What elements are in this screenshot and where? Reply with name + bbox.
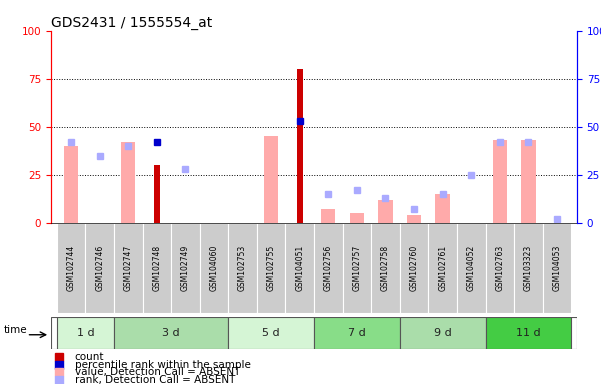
Text: GSM102747: GSM102747 <box>124 245 133 291</box>
Text: time: time <box>4 325 28 335</box>
Bar <box>321 209 335 223</box>
Text: GSM104060: GSM104060 <box>210 245 219 291</box>
Bar <box>228 317 314 349</box>
Text: 7 d: 7 d <box>348 328 366 338</box>
Bar <box>114 317 228 349</box>
Bar <box>407 215 421 223</box>
Bar <box>429 223 457 313</box>
Text: value, Detection Call = ABSENT: value, Detection Call = ABSENT <box>75 367 240 377</box>
Bar <box>493 140 507 223</box>
Text: GSM102753: GSM102753 <box>238 245 247 291</box>
Bar <box>350 213 364 223</box>
Text: GSM103323: GSM103323 <box>524 245 533 291</box>
Text: GSM102746: GSM102746 <box>95 245 104 291</box>
Text: GSM102763: GSM102763 <box>495 245 504 291</box>
Bar <box>514 223 543 313</box>
Bar <box>343 223 371 313</box>
Bar <box>378 200 392 223</box>
Bar <box>121 142 135 223</box>
Bar <box>57 223 85 313</box>
Text: GSM104052: GSM104052 <box>467 245 476 291</box>
Text: GSM102761: GSM102761 <box>438 245 447 291</box>
Text: 1 d: 1 d <box>76 328 94 338</box>
Text: GSM104053: GSM104053 <box>552 245 561 291</box>
Bar <box>57 317 114 349</box>
Bar <box>257 223 285 313</box>
Text: GSM102748: GSM102748 <box>152 245 161 291</box>
Bar <box>296 69 303 223</box>
Bar <box>85 223 114 313</box>
Bar <box>457 223 486 313</box>
Text: GSM102749: GSM102749 <box>181 245 190 291</box>
Bar <box>228 223 257 313</box>
Text: GSM102755: GSM102755 <box>267 245 276 291</box>
Bar <box>171 223 200 313</box>
Text: GSM102758: GSM102758 <box>381 245 390 291</box>
Text: GSM104051: GSM104051 <box>295 245 304 291</box>
Text: rank, Detection Call = ABSENT: rank, Detection Call = ABSENT <box>75 375 235 384</box>
Text: 3 d: 3 d <box>162 328 180 338</box>
Bar <box>64 146 78 223</box>
Bar <box>371 223 400 313</box>
Bar <box>314 317 400 349</box>
Text: 11 d: 11 d <box>516 328 541 338</box>
Bar <box>400 223 429 313</box>
Bar <box>486 223 514 313</box>
Bar <box>154 165 160 223</box>
Text: GDS2431 / 1555554_at: GDS2431 / 1555554_at <box>51 16 212 30</box>
Text: GSM102757: GSM102757 <box>352 245 361 291</box>
Text: GSM102760: GSM102760 <box>409 245 418 291</box>
Text: count: count <box>75 352 104 362</box>
Bar <box>200 223 228 313</box>
Text: 5 d: 5 d <box>263 328 280 338</box>
Bar <box>264 136 278 223</box>
Bar <box>436 194 450 223</box>
Bar <box>142 223 171 313</box>
Bar <box>543 223 571 313</box>
Bar <box>314 223 343 313</box>
Text: percentile rank within the sample: percentile rank within the sample <box>75 360 251 370</box>
Text: 9 d: 9 d <box>434 328 451 338</box>
Text: GSM102744: GSM102744 <box>67 245 76 291</box>
Bar <box>400 317 486 349</box>
Text: GSM102756: GSM102756 <box>324 245 333 291</box>
Bar <box>285 223 314 313</box>
Bar <box>486 317 571 349</box>
Bar <box>521 140 535 223</box>
Bar <box>114 223 142 313</box>
